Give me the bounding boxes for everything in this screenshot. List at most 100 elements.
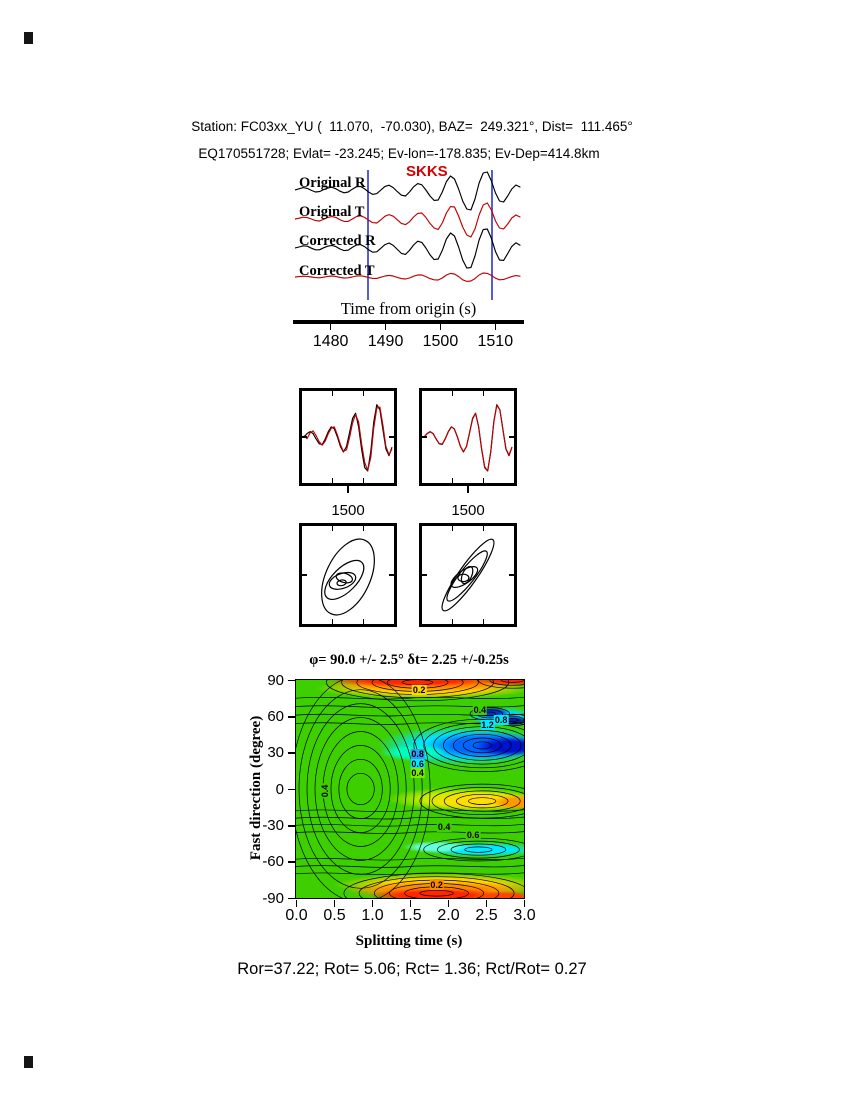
x-axis-tick-label: 3.0 — [513, 907, 536, 924]
contour-line — [464, 846, 493, 853]
contour-line — [346, 772, 375, 806]
box-tick — [332, 619, 334, 624]
contour-line — [472, 741, 492, 750]
box-tick — [302, 436, 307, 438]
time-axis-tick — [329, 323, 332, 330]
time-axis-tick — [439, 323, 442, 330]
y-axis-tick — [288, 825, 295, 827]
seismogram-trace — [295, 272, 521, 282]
trace-label-corrected-t: Corrected T — [299, 263, 375, 279]
box-tick — [422, 436, 427, 438]
box-tick — [389, 574, 394, 576]
waveform-pair-box-corrected — [419, 388, 517, 486]
y-axis-tick-label: 30 — [267, 744, 284, 762]
time-axis-tick — [384, 323, 387, 330]
contour-label: 0.4 — [410, 768, 425, 779]
particle-motion-loop — [336, 579, 347, 587]
pair-trace — [423, 404, 513, 472]
contour-line — [433, 726, 524, 765]
contour-label: 0.6 — [465, 830, 481, 841]
contour-line — [298, 689, 423, 889]
contour-line — [506, 717, 519, 723]
particle-motion-loop — [335, 572, 354, 584]
box-tick — [482, 478, 484, 483]
particle-motion-loop — [441, 538, 495, 612]
contour-line — [296, 865, 524, 868]
box-tick — [452, 391, 454, 396]
contour-line — [413, 718, 524, 772]
x-axis-tick — [485, 900, 488, 907]
box-tick — [509, 436, 514, 438]
box-tick — [422, 574, 427, 576]
waveform-pair-box-uncorrected — [299, 388, 397, 486]
y-axis-tick — [288, 897, 295, 900]
contour-line — [338, 758, 383, 820]
particle-motion-box-uncorrected — [299, 523, 397, 627]
seismogram-trace — [295, 228, 521, 269]
heatmap-region — [470, 707, 510, 719]
contour-label: 0.8 — [410, 748, 425, 759]
box-tick — [452, 478, 454, 483]
contour-line — [296, 705, 524, 708]
contour-line — [296, 713, 524, 717]
particle-motion-loop — [328, 571, 357, 590]
contour-lines-svg — [296, 680, 524, 898]
box-tick — [332, 526, 334, 531]
pair-tick-label: 1500 — [451, 502, 485, 519]
contour-label: 0.4 — [436, 821, 452, 832]
pair-trace — [303, 406, 393, 471]
error-surface-plot: 0.2 0.4 0.8 1.2 0.4 0.8 0.6 0.4 0.4 0.6 0.2 — [295, 679, 525, 899]
trace-label-original-r: Original R — [299, 175, 366, 191]
box-tick — [509, 574, 514, 576]
y-axis-tick — [288, 752, 295, 754]
contour-line — [296, 816, 524, 820]
y-axis-tick — [288, 861, 295, 863]
phase-label: SKKS — [406, 163, 448, 180]
heatmap-region — [474, 680, 524, 687]
contour-line — [330, 745, 391, 833]
contour-label: 0.4 — [472, 705, 488, 716]
x-axis-tick — [409, 900, 412, 907]
x-axis-tick-label: 1.0 — [361, 907, 384, 924]
contour-line — [296, 872, 524, 876]
y-axis-tick-label: 90 — [267, 671, 284, 689]
time-axis-tick — [494, 323, 497, 330]
contour-line — [443, 730, 522, 761]
trace-label-original-t: Original T — [299, 204, 365, 220]
particle-motion-loop — [457, 573, 470, 583]
box-tick — [362, 478, 364, 483]
heatmap-region — [474, 736, 524, 757]
y-axis-tick-label: 60 — [267, 707, 284, 725]
y-axis-tick — [288, 788, 295, 791]
contour-label: 0.4 — [319, 784, 330, 799]
contour-label: 1.2 — [480, 719, 495, 730]
x-axis-tick — [447, 900, 450, 907]
contour-line — [437, 840, 520, 859]
particle-motion-loop — [324, 559, 365, 600]
x-axis-tick-label: 0.0 — [285, 907, 308, 924]
time-axis-label: Time from origin (s) — [340, 299, 477, 318]
y-axis-tick — [288, 679, 295, 682]
particle-motion-svg — [441, 538, 495, 612]
contour-line — [452, 733, 512, 757]
heatmap-region — [326, 680, 502, 688]
box-tick — [452, 526, 454, 531]
box-tick — [482, 526, 484, 531]
box-tick — [332, 391, 334, 396]
box-tick — [452, 619, 454, 624]
box-tick — [362, 526, 364, 531]
trace-label-corrected-r: Corrected R — [299, 233, 376, 249]
box-tick — [332, 478, 334, 483]
particle-motion-loop — [321, 538, 375, 616]
heatmap-region — [368, 888, 505, 898]
y-axis-tick-label: -60 — [262, 853, 284, 871]
box-tick — [467, 486, 469, 493]
x-axis-tick-label: 2.5 — [475, 907, 498, 924]
box-tick — [389, 436, 394, 438]
contour-line — [419, 889, 454, 897]
y-axis-tick-label: -90 — [262, 889, 284, 907]
seismogram-traces-svg — [295, 170, 521, 300]
contour-line — [296, 680, 431, 898]
box-tick — [347, 486, 349, 493]
